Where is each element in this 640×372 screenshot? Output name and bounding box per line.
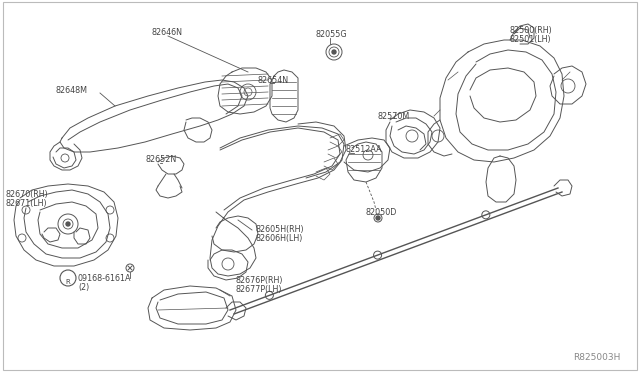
Text: 82670(RH): 82670(RH) — [6, 190, 49, 199]
Text: 82500(RH): 82500(RH) — [510, 26, 553, 35]
Text: 82055G: 82055G — [315, 30, 347, 39]
Text: 82570M: 82570M — [378, 112, 410, 121]
Circle shape — [332, 50, 336, 54]
Text: 09168-6161A: 09168-6161A — [78, 274, 131, 283]
Text: 82671(LH): 82671(LH) — [6, 199, 47, 208]
Text: 82050D: 82050D — [366, 208, 397, 217]
Text: 82646N: 82646N — [152, 28, 183, 37]
Text: R825003H: R825003H — [573, 353, 620, 362]
Circle shape — [66, 222, 70, 226]
Text: R: R — [66, 279, 70, 285]
Text: 82676P(RH): 82676P(RH) — [236, 276, 284, 285]
Text: (2): (2) — [78, 283, 89, 292]
Text: 82606H(LH): 82606H(LH) — [256, 234, 303, 243]
Text: 82605H(RH): 82605H(RH) — [256, 225, 305, 234]
Text: 82654N: 82654N — [258, 76, 289, 85]
Text: 82648M: 82648M — [56, 86, 88, 95]
Text: 82677P(LH): 82677P(LH) — [236, 285, 282, 294]
Text: 82501(LH): 82501(LH) — [510, 35, 552, 44]
Circle shape — [376, 216, 380, 220]
Text: 82512AA: 82512AA — [346, 145, 383, 154]
Text: 82652N: 82652N — [146, 155, 177, 164]
